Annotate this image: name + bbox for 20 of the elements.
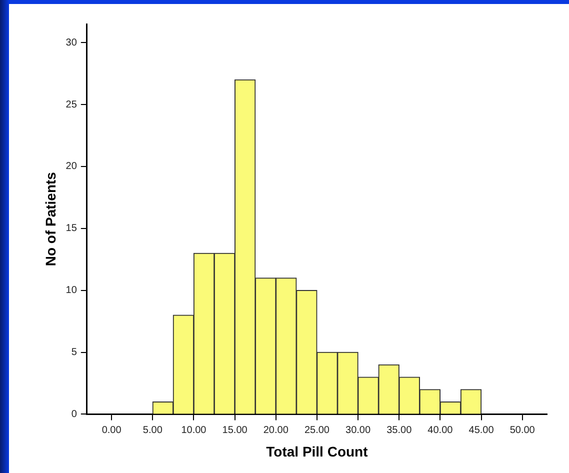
y-tick-label: 10: [66, 285, 78, 296]
y-tick-label: 0: [71, 408, 78, 420]
x-tick-label: 15.00: [222, 424, 248, 436]
x-tick-label: 40.00: [428, 424, 454, 436]
y-tick-label: 15: [66, 223, 78, 234]
y-tick-label: 20: [66, 161, 78, 172]
x-tick-label: 0.00: [102, 424, 122, 436]
x-tick-label: 20.00: [263, 424, 289, 436]
x-tick-label: 30.00: [346, 424, 371, 436]
x-tick-label: 10.00: [181, 424, 207, 436]
x-tick-label: 25.00: [304, 424, 330, 436]
y-tick-label: 25: [66, 99, 78, 110]
y-tick-label: 5: [71, 347, 78, 358]
y-tick-label: 30: [66, 37, 78, 48]
x-tick-label: 35.00: [386, 424, 412, 436]
y-axis-title: No of Patients: [42, 172, 58, 266]
x-axis-title: Total Pill Count: [266, 443, 368, 460]
x-tick-label: 45.00: [468, 424, 494, 436]
x-tick-label: 5.00: [142, 424, 163, 436]
x-tick-label: 50.00: [510, 424, 536, 436]
